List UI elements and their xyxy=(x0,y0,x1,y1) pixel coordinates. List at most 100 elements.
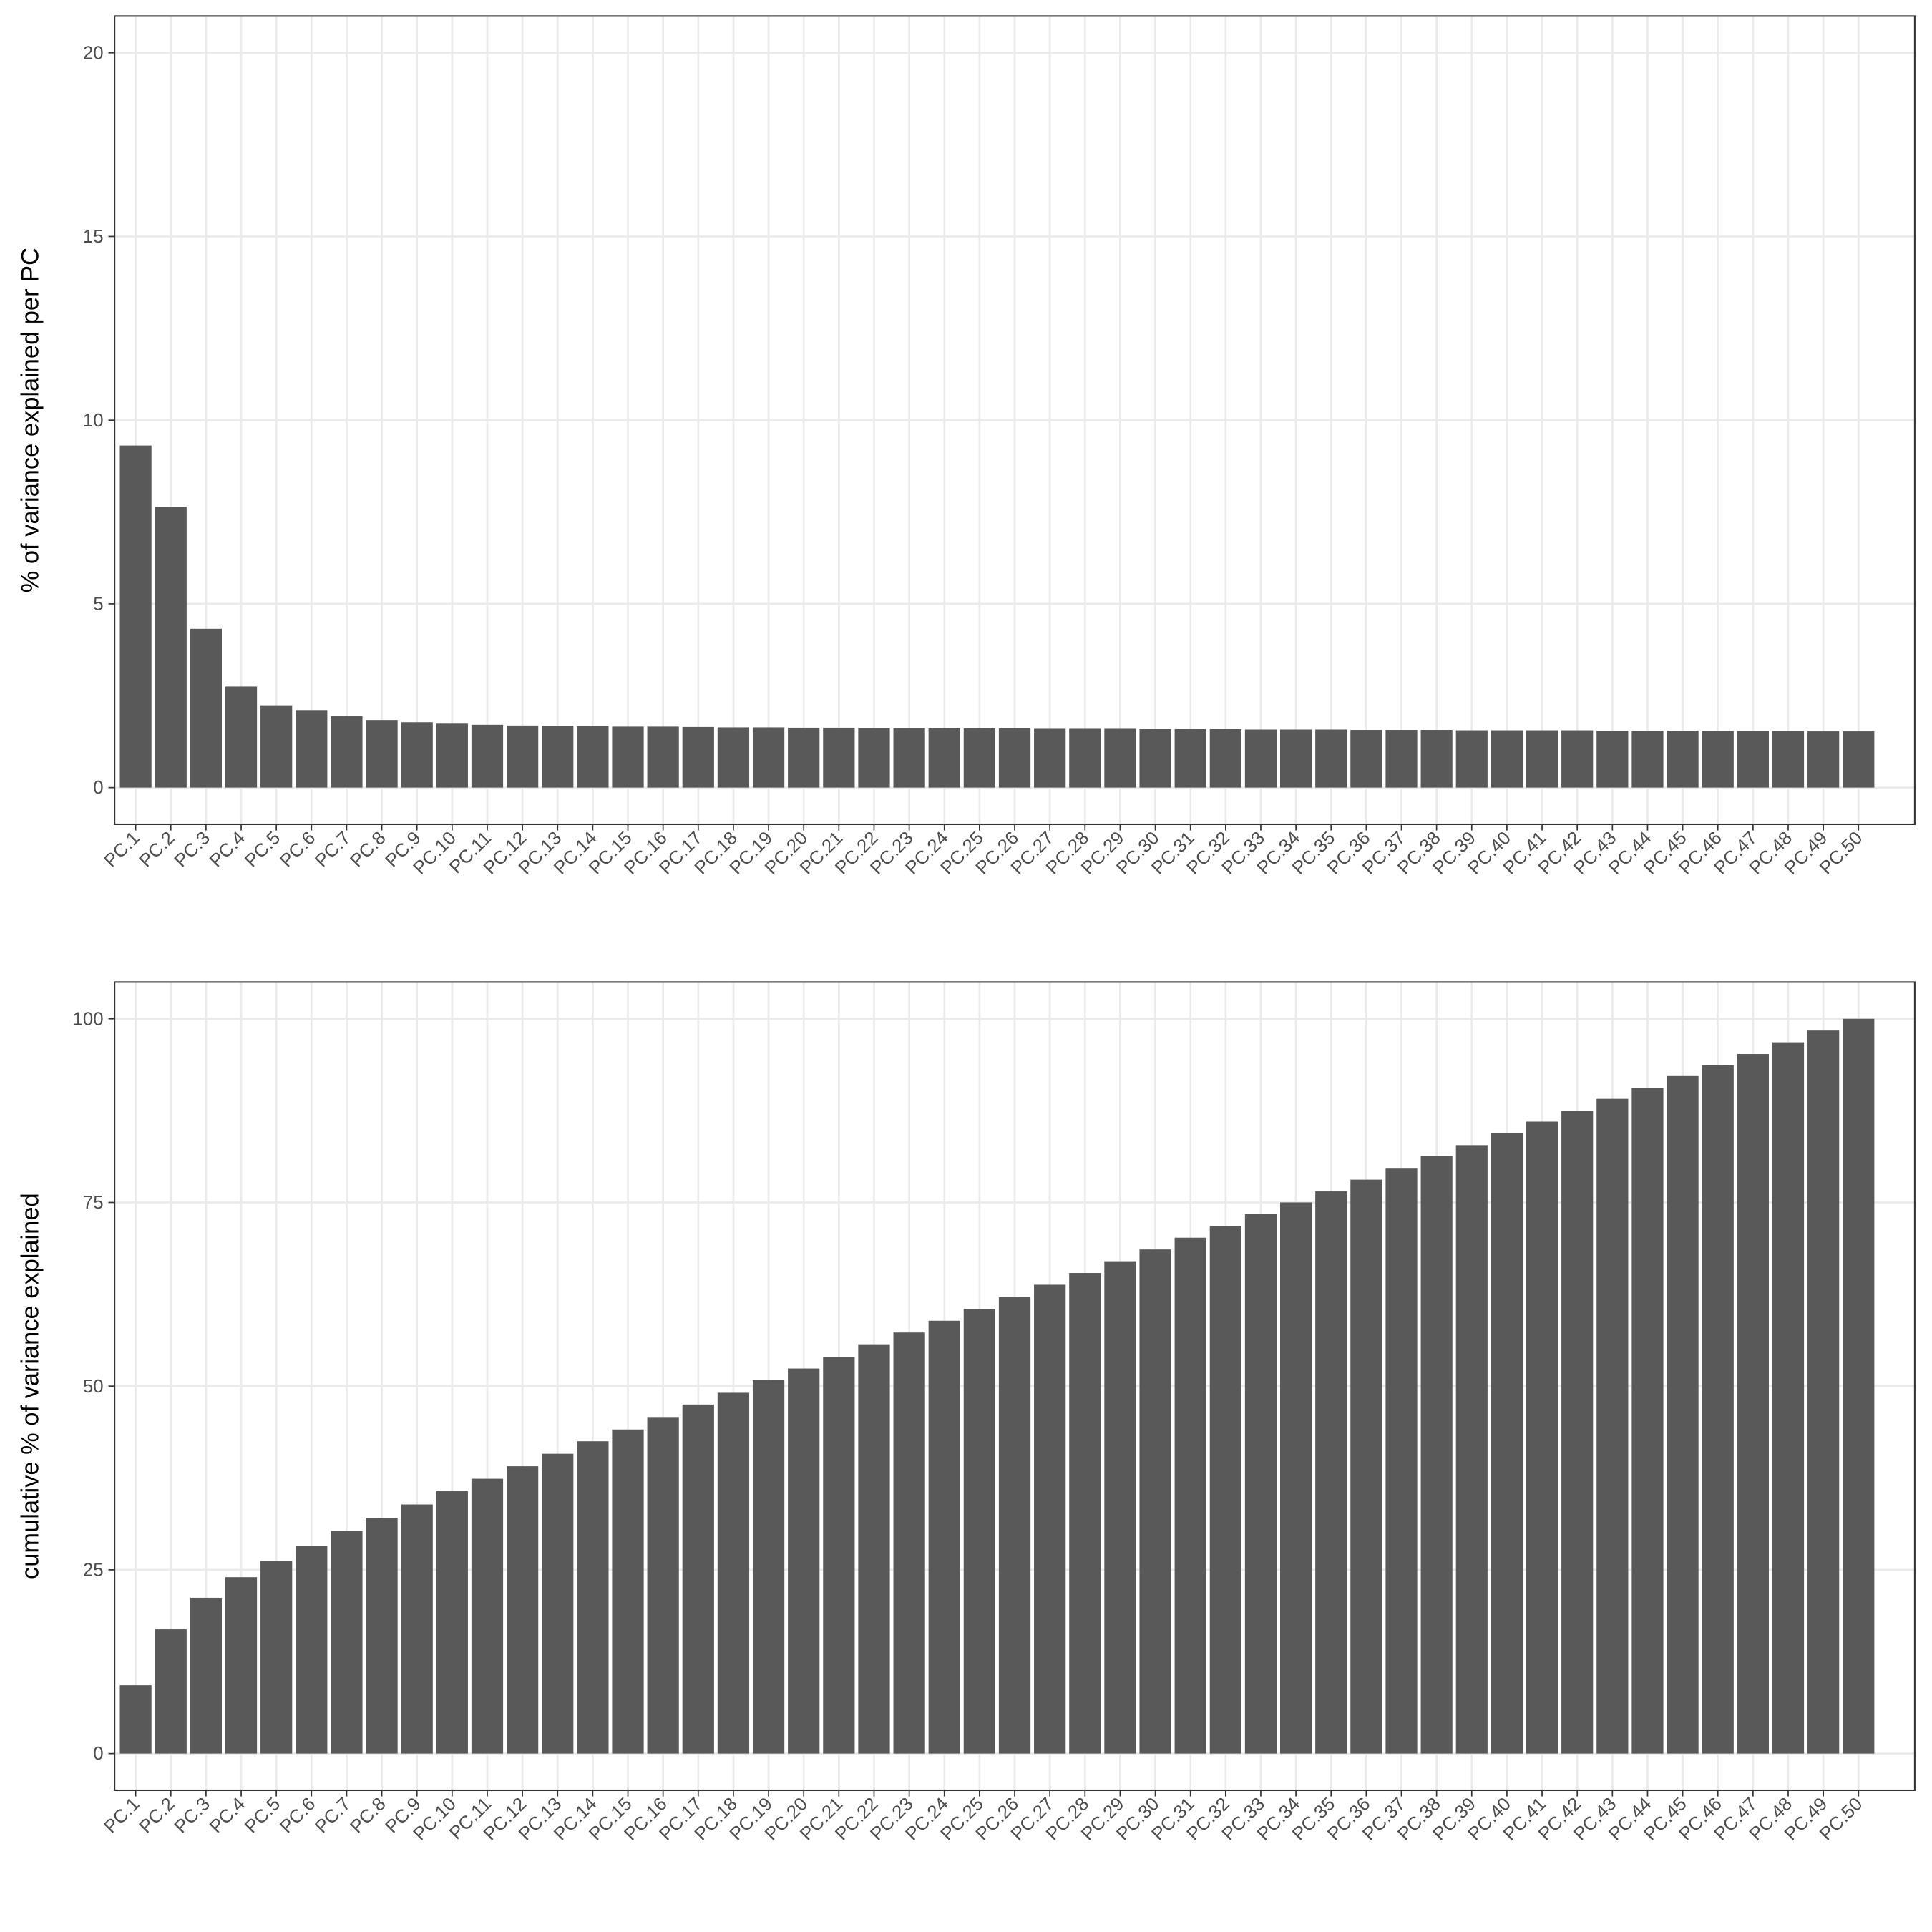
bar xyxy=(190,628,223,788)
bar xyxy=(542,1453,574,1754)
bar xyxy=(928,728,960,788)
y-tick-label: 15 xyxy=(83,227,104,247)
bar xyxy=(1631,731,1664,788)
bar xyxy=(893,728,925,788)
bar xyxy=(507,725,539,788)
bar xyxy=(1596,1098,1629,1754)
bar xyxy=(366,720,398,788)
bar xyxy=(998,728,1031,788)
bar xyxy=(1843,1018,1875,1754)
bar xyxy=(225,1577,258,1754)
x-tick-label: PC.1 xyxy=(100,828,143,871)
x-tick-label: PC.3 xyxy=(171,828,214,871)
bar xyxy=(1104,728,1136,788)
bar xyxy=(471,724,504,788)
bar xyxy=(752,727,785,788)
y-axis-title: cumulative % of variance explained xyxy=(16,1193,44,1579)
y-tick-label: 25 xyxy=(83,1561,104,1581)
bar xyxy=(366,1517,398,1754)
bar xyxy=(1174,728,1206,788)
bar xyxy=(1209,1226,1241,1754)
x-tick-label: PC.7 xyxy=(311,1794,354,1837)
x-tick-label: PC.2 xyxy=(136,1794,179,1837)
bar xyxy=(1455,1145,1488,1754)
bar xyxy=(858,728,890,788)
bar xyxy=(1174,1237,1206,1754)
bar xyxy=(963,1309,995,1754)
bar xyxy=(1561,730,1594,788)
y-tick-label: 5 xyxy=(93,595,103,615)
bar xyxy=(682,1404,714,1754)
bar xyxy=(1069,728,1101,788)
bar xyxy=(928,1320,960,1754)
bar xyxy=(542,726,574,788)
bar xyxy=(1350,730,1382,788)
bar xyxy=(1702,731,1734,788)
y-tick-label: 50 xyxy=(83,1377,104,1397)
y-tick-label: 0 xyxy=(93,1744,103,1764)
bar xyxy=(1209,728,1241,788)
bar xyxy=(119,1685,152,1754)
bar xyxy=(823,1357,855,1754)
bar xyxy=(647,1417,679,1754)
bar xyxy=(436,1491,468,1754)
bar xyxy=(1491,730,1523,788)
bar xyxy=(1069,1273,1101,1754)
bar xyxy=(331,1531,363,1754)
y-tick-label: 75 xyxy=(83,1193,104,1213)
bar xyxy=(893,1332,925,1754)
bar xyxy=(612,1429,644,1754)
y-tick-label: 0 xyxy=(93,778,103,798)
bar xyxy=(1667,731,1699,788)
bar xyxy=(1737,1054,1769,1754)
bar xyxy=(155,507,187,788)
bar xyxy=(1667,1075,1699,1754)
bar xyxy=(823,727,855,788)
bar xyxy=(752,1380,785,1754)
x-tick-label: PC.6 xyxy=(276,828,319,871)
bar xyxy=(1491,1133,1523,1754)
bar xyxy=(1315,1191,1347,1754)
bar xyxy=(471,1478,504,1754)
bar xyxy=(1455,730,1488,788)
bar xyxy=(507,1466,539,1754)
bar xyxy=(612,726,644,788)
bar xyxy=(577,1441,609,1754)
bar xyxy=(1034,728,1066,788)
bar xyxy=(1737,731,1769,788)
y-tick-label: 20 xyxy=(83,43,104,63)
bar xyxy=(296,1546,328,1754)
bar xyxy=(1526,730,1558,788)
bar xyxy=(436,723,468,788)
bar xyxy=(647,726,679,788)
x-tick-label: PC.6 xyxy=(276,1794,319,1837)
bar xyxy=(1315,729,1347,788)
y-tick-label: 10 xyxy=(83,411,104,431)
bar xyxy=(1279,1202,1312,1754)
bar xyxy=(1350,1179,1382,1754)
plot-border xyxy=(114,981,1916,1792)
bar xyxy=(119,445,152,788)
bar xyxy=(296,710,328,788)
bar xyxy=(1139,728,1171,788)
x-tick-label: PC.7 xyxy=(311,828,354,871)
plot-border xyxy=(114,15,1916,826)
x-tick-label: PC.8 xyxy=(346,828,389,871)
bar xyxy=(1843,731,1875,788)
bar xyxy=(1034,1284,1066,1754)
bar xyxy=(260,705,293,788)
bar xyxy=(998,1297,1031,1754)
bar xyxy=(1526,1121,1558,1754)
bar xyxy=(577,726,609,788)
y-axis-title: % of variance explained per PC xyxy=(16,248,44,592)
bar xyxy=(1385,730,1418,788)
bar xyxy=(1244,1214,1277,1754)
bar xyxy=(401,1504,433,1754)
x-tick-label: PC.5 xyxy=(241,1794,284,1837)
bar xyxy=(1385,1168,1418,1754)
bar xyxy=(1420,1156,1453,1754)
bar xyxy=(717,1392,750,1754)
bar xyxy=(1279,729,1312,788)
bar xyxy=(858,1344,890,1754)
